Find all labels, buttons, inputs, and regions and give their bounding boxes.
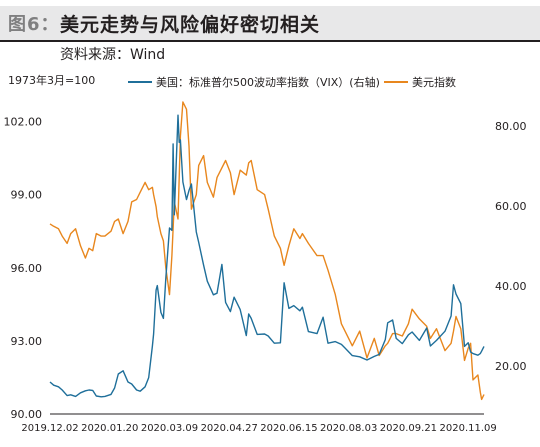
y-left-tick-label: 102.00 [4, 116, 43, 129]
vix-series-line [49, 114, 485, 398]
x-tick-label: 2020.08.03 [320, 423, 377, 434]
x-tick-label: 2020.01.20 [81, 423, 138, 434]
dollar-index-series-line [49, 101, 485, 401]
y-left-tick-label: 99.00 [11, 189, 43, 202]
figure-label: 图6： [8, 14, 60, 35]
title-band [0, 6, 540, 40]
y-left-tick-label: 96.00 [11, 262, 43, 275]
unit-note: 1973年3月=100 [8, 73, 95, 87]
source-note: 资料来源：Wind [60, 47, 166, 63]
y-right-tick-label: 60.00 [495, 200, 527, 213]
y-right-tick-label: 20.00 [495, 360, 527, 373]
y-right-tick-label: 80.00 [495, 120, 527, 133]
legend-label-dxy: 美元指数 [412, 75, 456, 89]
x-tick-label: 2020.06.15 [260, 423, 317, 434]
legend-label-vix: 美国：标准普尔500波动率指数（VIX）(右轴) [156, 75, 380, 89]
x-tick-label: 2020.04.27 [201, 423, 258, 434]
y-left-tick-label: 93.00 [11, 335, 43, 348]
figure-title: 美元走势与风险偏好密切相关 [60, 14, 321, 36]
y-right-tick-label: 40.00 [495, 280, 527, 293]
x-tick-label: 2020.11.09 [440, 423, 497, 434]
x-tick-label: 2020.09.21 [380, 423, 437, 434]
legend: 美国：标准普尔500波动率指数（VIX）(右轴) 美元指数 [128, 75, 456, 89]
title-rule [0, 40, 540, 42]
x-tick-label: 2019.12.02 [21, 423, 78, 434]
chart: 1973年3月=100 美国：标准普尔500波动率指数（VIX）(右轴) 美元指… [4, 73, 527, 434]
figure-header: 图6： 美元走势与风险偏好密切相关 资料来源：Wind [0, 0, 540, 66]
x-tick-label: 2020.03.09 [141, 423, 198, 434]
y-left-tick-label: 90.00 [11, 408, 43, 421]
